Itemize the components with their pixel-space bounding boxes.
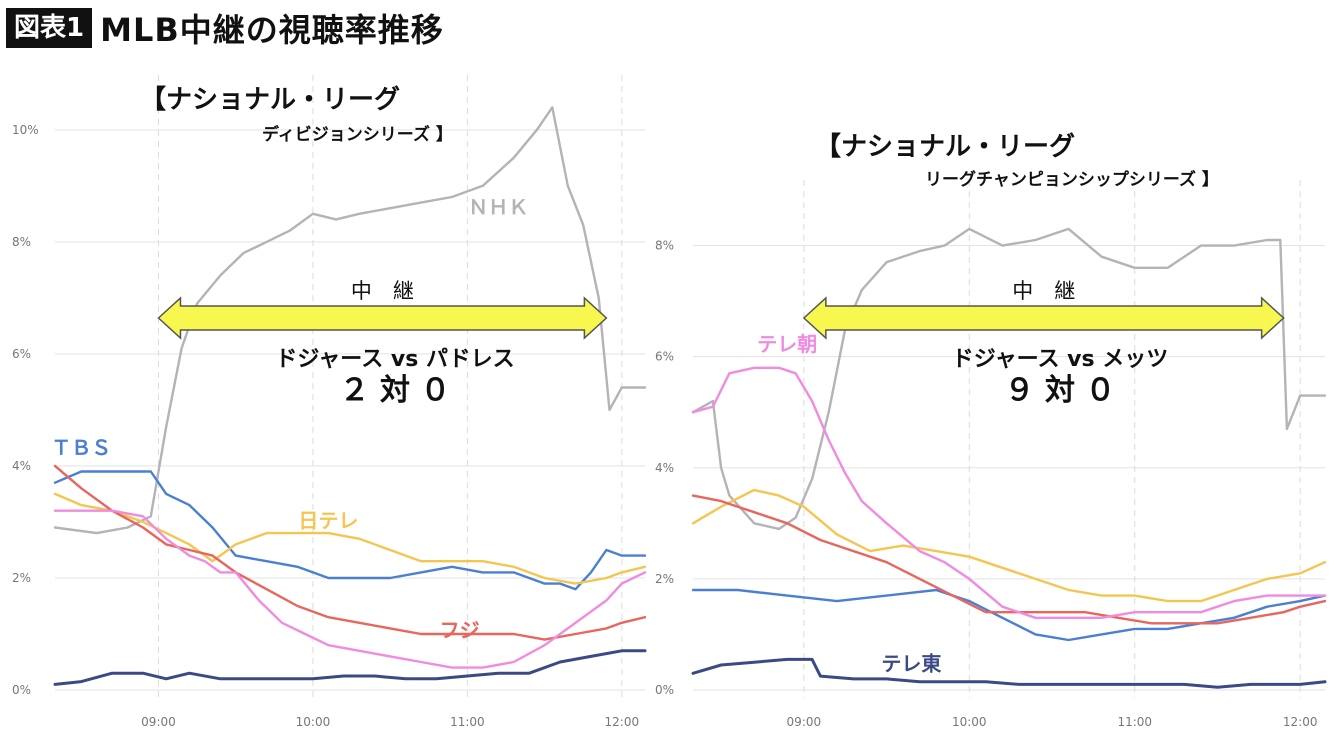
y-tick-label: 2% [12,571,31,585]
y-tick-label: 8% [12,235,31,249]
y-tick-label: 0% [12,683,31,697]
x-tick-label: 10:00 [296,715,331,729]
x-tick-label: 11:00 [450,715,485,729]
game-matchup: ドジャース vs メッツ [952,347,1169,372]
series-label-0-2: 日テレ [298,509,358,533]
x-tick-label: 09:00 [141,715,176,729]
series-subtitle: ディビジョンシリーズ 】 [262,124,453,145]
series-label-0-1: ＴＢＳ [51,436,111,460]
series-label-0-3: フジ [440,618,480,642]
series-line-0-2 [53,492,647,585]
y-tick-label: 8% [655,239,674,253]
figure-title: MLB中継の視聴率推移 [100,11,444,49]
broadcast-span-label: 中 継 [351,279,414,303]
y-tick-label: 4% [12,459,31,473]
series-line-1-4 [691,366,1327,619]
y-tick-label: 10% [12,123,39,137]
x-tick-label: 11:00 [1117,715,1152,729]
y-tick-label: 0% [655,683,674,697]
chart-division-series: 0% 2% 4% 6% 8% 10% 09:00 10:00 11:00 12:00 ＮＨＫ ＴＢＳ 日… [12,75,647,729]
broadcast-span-label: 中 継 [1012,279,1075,303]
series-line-1-3 [691,494,1327,625]
y-tick-label: 4% [655,461,674,475]
series-line-1-1 [691,588,1327,642]
game-score: ２ 対 ０ [340,373,451,408]
series-subtitle: リーグチャンピョンシップシリーズ 】 [925,169,1219,190]
y-tick-label: 6% [12,347,31,361]
series-line-0-0 [53,106,647,535]
x-tick-label: 10:00 [952,715,987,729]
series-label-1-5: テレ東 [881,652,941,676]
series-label-1-4: テレ朝 [757,332,817,356]
figure-header: 図表1 MLB中継の視聴率推移 [6,6,444,50]
x-tick-label: 12:00 [1283,715,1318,729]
x-tick-label: 12:00 [605,715,640,729]
series-line-1-0 [691,227,1327,531]
series-line-0-5 [53,649,647,686]
series-title: 【ナショナル・リーグ [815,132,1075,162]
broadcast-span-arrow [802,296,1285,340]
figure-badge: 図表1 [6,8,93,48]
series-title: 【ナショナル・リーグ [140,85,400,115]
x-tick-label: 09:00 [787,715,822,729]
series-line-1-2 [691,488,1327,603]
y-tick-label: 6% [655,350,674,364]
series-line-0-4 [53,509,647,669]
game-score: ９ 対 ０ [1005,373,1116,408]
y-tick-label: 2% [655,572,674,586]
game-matchup: ドジャース vs パドレス [275,347,514,372]
series-line-1-5 [691,657,1327,689]
series-label-0-0: ＮＨＫ [468,195,528,219]
series-line-0-3 [53,464,647,641]
broadcast-span-arrow [157,296,608,340]
series-line-0-1 [53,470,647,591]
